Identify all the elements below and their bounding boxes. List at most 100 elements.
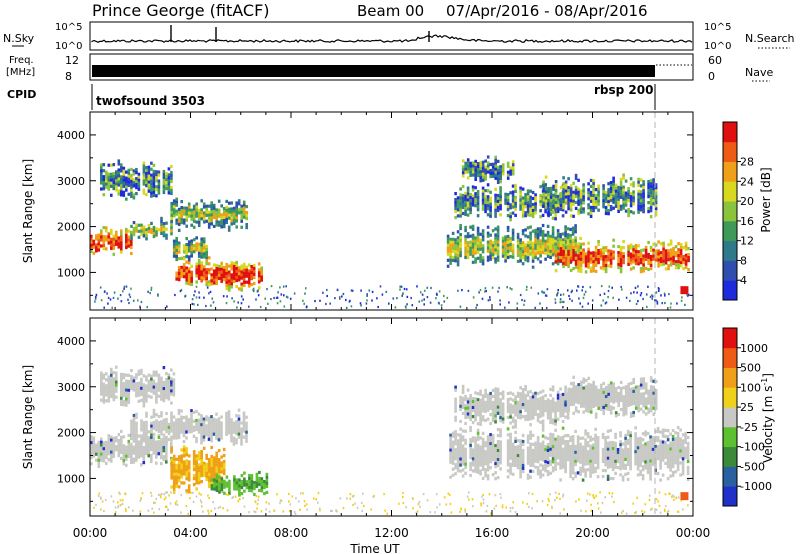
power-cell (531, 256, 535, 260)
velocity-cell (248, 485, 251, 490)
velocity-cell (160, 397, 163, 401)
velocity-cell (207, 425, 211, 429)
power-cell (454, 210, 457, 214)
velocity-cell (676, 459, 680, 463)
velocity-cell (676, 426, 680, 430)
power-cell (102, 193, 106, 197)
velocity-cell (596, 442, 600, 446)
power-cell (614, 192, 618, 196)
power-cell (212, 281, 216, 285)
power-cell (612, 197, 615, 201)
power-cell (531, 229, 535, 233)
velocity-cell (220, 477, 224, 481)
velocity-cell (192, 453, 196, 457)
velocity-cell (566, 449, 570, 453)
power-cell (438, 290, 441, 293)
power-cell (205, 245, 208, 249)
velocity-cell (649, 459, 652, 463)
power-cell (504, 241, 507, 245)
power-cell (394, 306, 397, 309)
velocity-cell (207, 416, 211, 420)
velocity-cell (584, 471, 587, 475)
velocity-cell (509, 438, 512, 442)
velocity-cell (686, 465, 690, 470)
velocity-cell (175, 484, 178, 488)
power-cell (632, 199, 635, 203)
velocity-cell (152, 439, 156, 443)
power-cell (180, 218, 183, 222)
velocity-cell (479, 457, 482, 461)
velocity-cell (238, 481, 241, 485)
power-cell (567, 192, 570, 196)
velocity-cell (162, 437, 166, 441)
velocity-cell (509, 441, 512, 445)
power-cell (195, 268, 198, 272)
velocity-cell (130, 445, 133, 449)
velocity-cell (634, 441, 637, 445)
power-cell (197, 251, 201, 255)
velocity-cell (459, 442, 462, 446)
power-cell (549, 207, 553, 211)
velocity-cell (456, 445, 460, 449)
velocity-cell (591, 452, 595, 456)
velocity-cell (137, 440, 141, 444)
power-cell (677, 248, 680, 252)
velocity-cell (137, 399, 141, 403)
velocity-cell (175, 475, 178, 479)
power-cell (667, 258, 670, 262)
power-cell (536, 236, 540, 240)
velocity-cell (519, 457, 522, 461)
power-cell (506, 243, 510, 248)
power-cell (435, 292, 438, 295)
velocity-cell (679, 473, 682, 477)
power-cell (491, 286, 494, 289)
velocity-cell (215, 421, 218, 425)
velocity-cell (454, 457, 457, 461)
velocity-cell (157, 434, 161, 438)
power-cell (504, 192, 507, 196)
velocity-cell (506, 442, 510, 446)
power-cell (539, 200, 542, 204)
power-cell (476, 171, 480, 175)
power-cell (511, 163, 515, 167)
power-cell (619, 270, 623, 274)
velocity-cell (494, 453, 497, 457)
velocity-cell (197, 424, 201, 428)
power-cell (175, 254, 178, 259)
power-cell (499, 213, 502, 217)
velocity-cell (107, 381, 111, 385)
power-cell (459, 254, 462, 258)
velocity-cell (581, 460, 585, 464)
velocity-cell (202, 429, 206, 433)
velocity-cell (544, 460, 547, 464)
power-cell (205, 210, 208, 214)
velocity-cell (649, 462, 652, 466)
velocity-cell (120, 378, 123, 382)
velocity-cell (666, 435, 670, 439)
velocity-cell (669, 465, 672, 469)
velocity-cell (584, 441, 587, 445)
velocity-cell (142, 455, 146, 459)
power-cell (509, 191, 512, 195)
velocity-cell (484, 459, 487, 463)
power-cell (619, 264, 623, 268)
velocity-cell (157, 449, 161, 453)
velocity-cell (245, 421, 248, 425)
velocity-cell (160, 379, 163, 383)
power-cell (479, 244, 482, 248)
power-cell (546, 245, 550, 249)
power-cell (544, 257, 547, 261)
velocity-cell (110, 385, 113, 389)
power-cell (247, 263, 251, 267)
velocity-cell (649, 453, 652, 457)
velocity-cell (481, 452, 485, 456)
velocity-cell (479, 445, 482, 449)
power-cell (130, 179, 133, 183)
power-cell (177, 257, 181, 261)
power-cell (170, 210, 173, 215)
power-cell (235, 266, 238, 271)
power-cell (236, 306, 238, 309)
velocity-cell (459, 463, 462, 467)
power-cell (619, 204, 623, 208)
power-cell (180, 212, 183, 216)
